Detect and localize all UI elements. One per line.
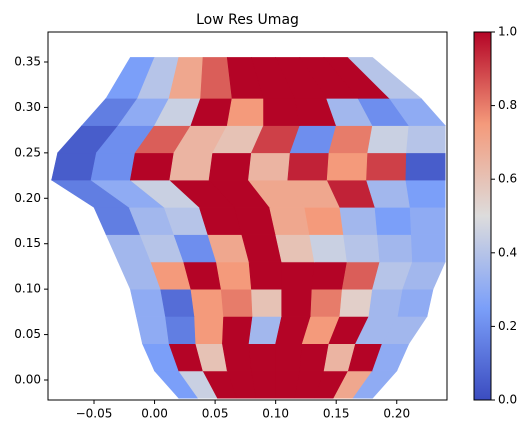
mesh-cell [200, 57, 233, 99]
y-tick-label: 0.25 [14, 145, 41, 159]
x-tick-label: 0.10 [262, 407, 289, 421]
mesh-cell [328, 125, 373, 154]
mesh-cell [165, 316, 197, 344]
mesh-cell [368, 288, 404, 317]
mesh-cell [220, 288, 253, 317]
colorbar-tick-label: 0.8 [498, 98, 517, 112]
mesh-cell [222, 343, 252, 372]
mesh-cell [251, 288, 283, 317]
mesh-cell [215, 261, 252, 290]
mesh-cell [374, 207, 412, 235]
mesh-cell [343, 234, 381, 263]
y-tick-label: 0.20 [14, 191, 41, 205]
colorbar [473, 31, 492, 401]
colorbar-tick-label: 1.0 [498, 25, 517, 39]
mesh-cell [410, 234, 446, 263]
mesh-cell [169, 152, 214, 181]
mesh-cell [51, 152, 97, 181]
mesh-cell [160, 288, 195, 317]
y-tick-label: 0.05 [14, 327, 41, 341]
mesh-cell [304, 207, 344, 235]
x-tick-label: 0.05 [202, 407, 229, 421]
mesh-cell [281, 261, 315, 290]
mesh-cell [190, 288, 224, 317]
mesh-cell [409, 207, 446, 235]
mesh [50, 57, 446, 399]
mesh-cell [367, 125, 410, 154]
mesh-cell [311, 261, 348, 290]
x-tick-label: 0.20 [383, 407, 410, 421]
plot-frame [47, 31, 448, 401]
mesh-cell [248, 343, 276, 372]
mesh-cell [406, 125, 446, 154]
mesh-cell [309, 234, 348, 263]
mesh-cell [310, 288, 343, 317]
x-tick-label: 0.00 [141, 407, 168, 421]
mesh-cell [241, 234, 283, 263]
mesh-cell [263, 98, 301, 126]
mesh-cell [222, 316, 253, 344]
mesh-cell [248, 152, 291, 181]
y-tick-label: 0.15 [14, 236, 41, 250]
mesh-cell [248, 261, 283, 290]
colorbar-tick-label: 0.2 [498, 319, 517, 333]
x-tick-label: −0.05 [76, 407, 113, 421]
mesh-cell [347, 57, 422, 99]
colorbar-tick-label: 0.4 [498, 245, 517, 259]
mesh-cell [397, 288, 434, 317]
mesh-cell [366, 152, 407, 181]
colorbar-tick-label: 0.6 [498, 172, 517, 186]
mesh-cell [194, 316, 224, 344]
y-tick-label: 0.35 [14, 54, 41, 68]
mesh-cell [129, 152, 175, 181]
mesh-cell [275, 234, 315, 263]
y-tick-label: 0.10 [14, 282, 41, 296]
mesh-cell [405, 179, 446, 208]
mesh-cell [208, 152, 252, 181]
x-tick-label: 0.15 [323, 407, 350, 421]
colorbar-tick-label: 0.0 [498, 393, 517, 407]
mesh-cell [90, 152, 136, 181]
mesh-cell [405, 152, 446, 181]
mesh-cell [281, 288, 313, 317]
mesh-cell [339, 207, 378, 235]
mesh-cell [339, 288, 373, 317]
mesh-cell [287, 152, 330, 181]
y-tick-label: 0.30 [14, 100, 41, 114]
mesh-cell [234, 207, 277, 235]
mesh-cell [275, 343, 303, 372]
mesh-cell [326, 152, 368, 181]
y-tick-label: 0.00 [14, 373, 41, 387]
mesh-cell [377, 234, 413, 263]
mesh-cell [269, 207, 310, 235]
chart-title: Low Res Umag [196, 12, 299, 28]
mesh-cell [136, 316, 170, 344]
mesh-cell [226, 98, 264, 126]
mesh-cell [129, 288, 166, 317]
